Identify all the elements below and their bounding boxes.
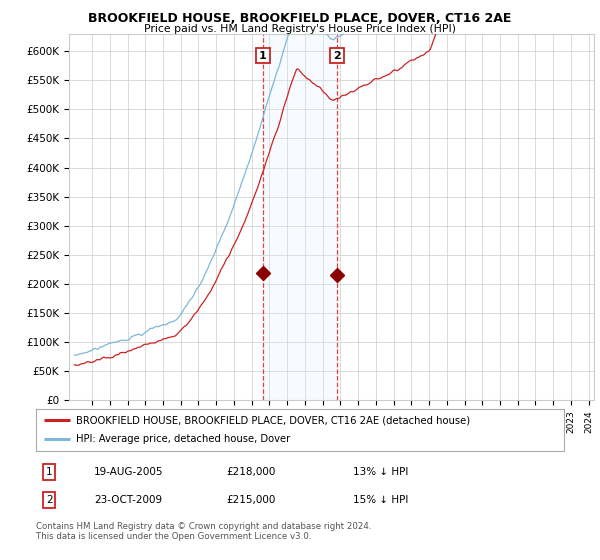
Text: £215,000: £215,000 — [226, 495, 275, 505]
Text: BROOKFIELD HOUSE, BROOKFIELD PLACE, DOVER, CT16 2AE: BROOKFIELD HOUSE, BROOKFIELD PLACE, DOVE… — [88, 12, 512, 25]
Text: 15% ↓ HPI: 15% ↓ HPI — [353, 495, 408, 505]
Text: 1: 1 — [259, 50, 267, 60]
Text: BROOKFIELD HOUSE, BROOKFIELD PLACE, DOVER, CT16 2AE (detached house): BROOKFIELD HOUSE, BROOKFIELD PLACE, DOVE… — [76, 415, 470, 425]
Text: Contains HM Land Registry data © Crown copyright and database right 2024.
This d: Contains HM Land Registry data © Crown c… — [36, 522, 371, 542]
Text: 1: 1 — [46, 466, 53, 477]
Bar — [263, 34, 337, 400]
Text: 13% ↓ HPI: 13% ↓ HPI — [353, 466, 408, 477]
Text: Price paid vs. HM Land Registry's House Price Index (HPI): Price paid vs. HM Land Registry's House … — [144, 24, 456, 34]
Text: 2: 2 — [333, 50, 341, 60]
Text: 19-AUG-2005: 19-AUG-2005 — [94, 466, 164, 477]
Text: £218,000: £218,000 — [226, 466, 275, 477]
Text: 23-OCT-2009: 23-OCT-2009 — [94, 495, 162, 505]
Text: 2: 2 — [46, 495, 53, 505]
Text: HPI: Average price, detached house, Dover: HPI: Average price, detached house, Dove… — [76, 435, 290, 445]
